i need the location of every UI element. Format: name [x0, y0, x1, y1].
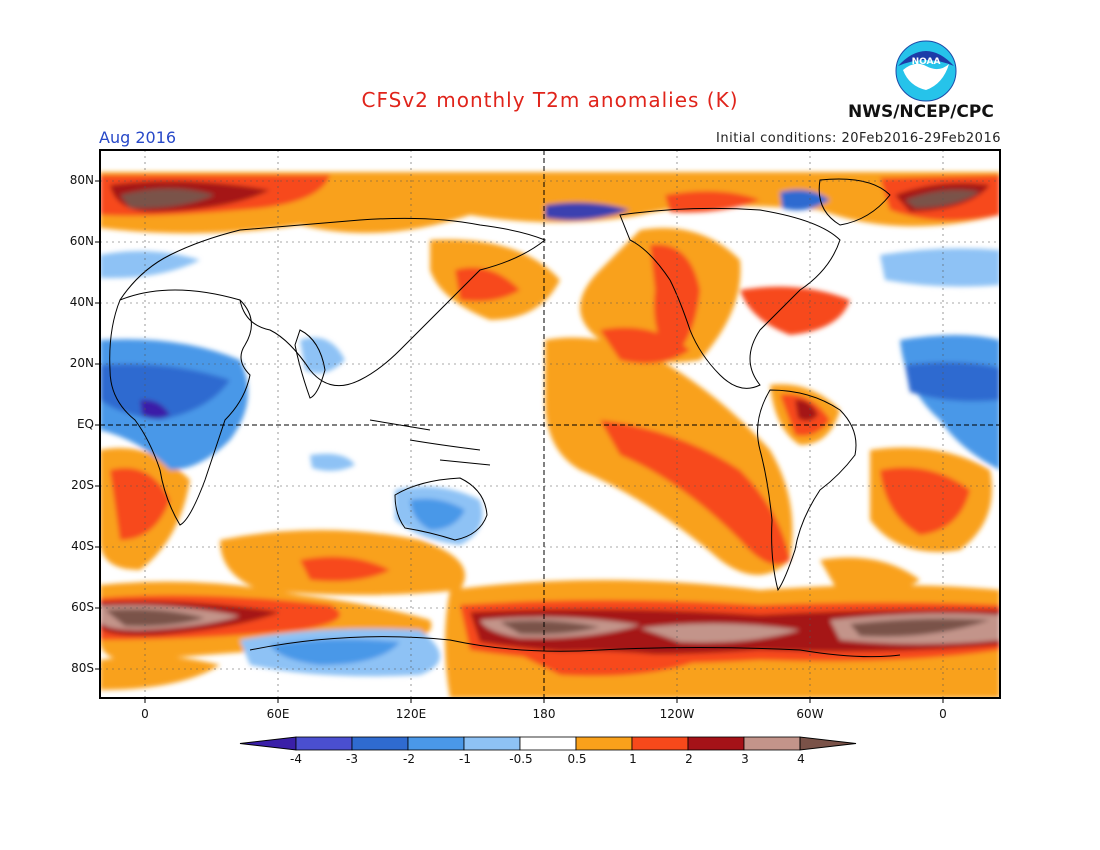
lat-label: 60N: [69, 234, 94, 248]
coastlines: [109, 178, 901, 658]
colorbar-label: 3: [741, 752, 749, 766]
lat-label: 40S: [71, 539, 94, 553]
colorbar-label: 2: [685, 752, 693, 766]
axis-ticks: [95, 180, 944, 703]
lat-label: 80N: [69, 173, 94, 187]
colorbar-label: -2: [403, 752, 415, 766]
lat-label: 40N: [69, 295, 94, 309]
lat-label: 60S: [71, 600, 94, 614]
equator-dateline: [100, 150, 1000, 698]
colorbar-swatch: [351, 736, 409, 751]
lat-label: 20S: [71, 478, 94, 492]
colorbar-swatch: [463, 736, 521, 751]
lon-label: 0: [141, 707, 149, 721]
lat-label: EQ: [76, 417, 94, 431]
colorbar-swatch: [687, 736, 745, 751]
lat-label: 20N: [69, 356, 94, 370]
colorbar-label: 4: [797, 752, 805, 766]
lon-label: 180: [532, 707, 556, 721]
lon-label: 60E: [266, 707, 290, 721]
lon-label: 60W: [796, 707, 824, 721]
colorbar-arrow-left: [239, 736, 297, 751]
chart-title: CFSv2 monthly T2m anomalies (K): [361, 88, 739, 112]
colorbar-swatch: [575, 736, 633, 751]
colorbar-label: -3: [346, 752, 358, 766]
lon-label: 0: [939, 707, 947, 721]
colorbar-swatch: [295, 736, 353, 751]
colorbar-label: 0.5: [567, 752, 587, 766]
colorbar-label: -0.5: [509, 752, 533, 766]
anomaly-field: [100, 150, 1000, 698]
map-frame: [99, 149, 1001, 699]
colorbar-label: -4: [290, 752, 302, 766]
colorbar-swatch: [743, 736, 801, 751]
agency-label: NWS/NCEP/CPC: [848, 102, 994, 122]
lon-label: 120E: [395, 707, 427, 721]
lon-label: 120W: [659, 707, 695, 721]
colorbar-swatch: [407, 736, 465, 751]
colorbar: [239, 736, 857, 751]
initial-conditions: Initial conditions: 20Feb2016-29Feb2016: [716, 131, 1001, 146]
colorbar-label: -1: [459, 752, 471, 766]
noaa-logo: NOAA: [895, 40, 957, 102]
colorbar-swatch: [519, 736, 577, 751]
colorbar-label: 1: [629, 752, 637, 766]
lat-label: 80S: [71, 661, 94, 675]
lat-lon-grid: [100, 150, 1000, 698]
valid-month: Aug 2016: [99, 128, 177, 147]
svg-text:NOAA: NOAA: [912, 57, 941, 67]
colorbar-arrow-right: [799, 736, 857, 751]
colorbar-swatch: [631, 736, 689, 751]
